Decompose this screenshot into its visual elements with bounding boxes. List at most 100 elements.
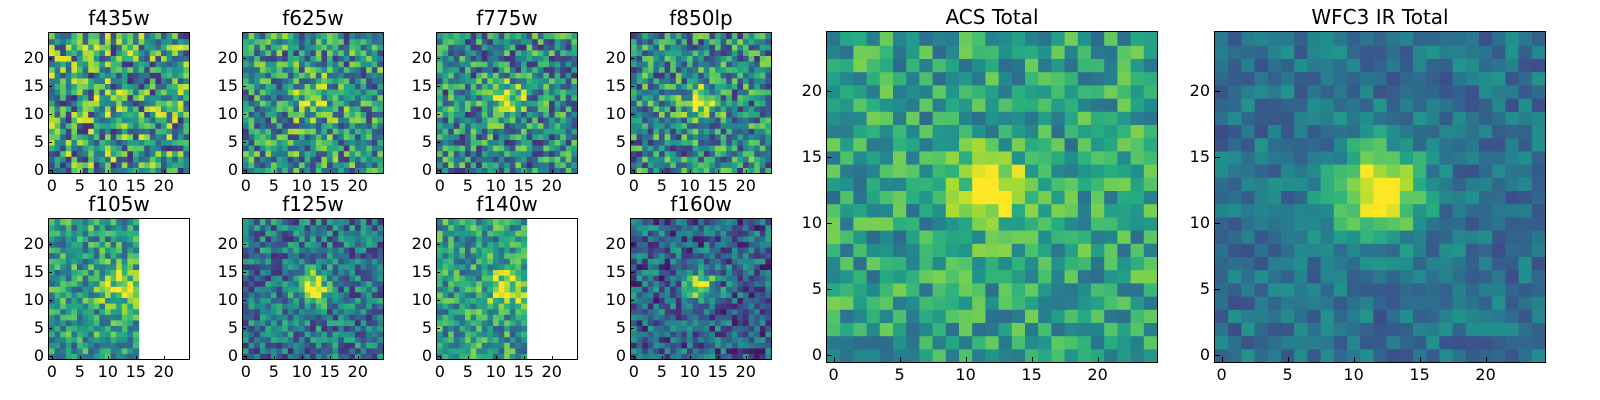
- pixel-cell: [765, 122, 771, 129]
- pixel-cell: [105, 280, 112, 287]
- pixel-cell: [349, 94, 356, 101]
- pixel-cell: [315, 247, 322, 254]
- pixel-cell: [731, 44, 738, 51]
- pixel-cell: [371, 308, 378, 315]
- pixel-cell: [144, 49, 151, 56]
- pixel-cell: [293, 347, 300, 354]
- pixel-cell: [526, 117, 533, 124]
- pixel-cell: [183, 33, 189, 40]
- pixel-cell: [371, 224, 378, 231]
- pixel-cell: [321, 156, 328, 163]
- pixel-cell: [183, 150, 189, 157]
- pixel-cell: [560, 61, 567, 68]
- pixel-cell: [321, 139, 328, 146]
- pixel-cell: [71, 230, 78, 237]
- pixel-cell: [647, 224, 654, 231]
- pixel-cell: [287, 89, 294, 96]
- pixel-cell: [1011, 348, 1026, 362]
- pixel-cell: [465, 61, 472, 68]
- pixel-cell: [1038, 322, 1052, 337]
- pixel-cell: [105, 336, 112, 343]
- pixel-cell: [470, 235, 477, 242]
- pixel-cell: [703, 269, 710, 276]
- pixel-cell: [759, 314, 766, 321]
- pixel-cell: [476, 72, 483, 79]
- pixel-cell: [121, 303, 128, 310]
- pixel-cell: [759, 224, 766, 231]
- pixel-cell: [737, 219, 744, 226]
- pixel-cell: [166, 33, 173, 40]
- pixel-cell: [526, 83, 533, 90]
- pixel-cell: [172, 133, 179, 140]
- pixel-cell: [377, 105, 383, 112]
- pixel-cell: [698, 94, 705, 101]
- pixel-cell: [554, 145, 561, 152]
- pixel-cell: [731, 342, 738, 349]
- pixel-cell: [743, 303, 750, 310]
- pixel-cell: [642, 219, 649, 226]
- pixel-cell: [93, 94, 100, 101]
- pixel-cell: [659, 66, 666, 73]
- pixel-cell: [532, 49, 539, 56]
- pixel-cell: [526, 105, 533, 112]
- pixel-cell: [437, 83, 444, 90]
- pixel-cell: [659, 89, 666, 96]
- pixel-cell: [759, 280, 766, 287]
- pixel-cell: [687, 61, 694, 68]
- pixel-cell: [259, 122, 266, 129]
- pixel-cell: [116, 303, 123, 310]
- pixel-cell: [653, 145, 660, 152]
- pixel-cell: [259, 308, 266, 315]
- pixel-cell: [82, 150, 89, 157]
- pixel-cell: [310, 150, 317, 157]
- pixel-cell: [110, 38, 117, 45]
- pixel-cell: [310, 230, 317, 237]
- pixel-cell: [493, 122, 500, 129]
- pixel-cell: [144, 77, 151, 84]
- pixel-cell: [82, 286, 89, 293]
- pixel-cell: [377, 167, 383, 173]
- pixel-cell: [442, 336, 449, 343]
- pixel-cell: [754, 258, 761, 265]
- pixel-cell: [293, 145, 300, 152]
- pixel-cell: [259, 133, 266, 140]
- pixel-cell: [470, 49, 477, 56]
- pixel-cell: [54, 258, 61, 265]
- pixel-cell: [265, 303, 272, 310]
- pixel-cell: [653, 122, 660, 129]
- pixel-cell: [437, 72, 444, 79]
- pixel-cell: [299, 331, 306, 338]
- pixel-cell: [377, 219, 383, 226]
- pixel-cell: [371, 258, 378, 265]
- pixel-cell: [54, 128, 61, 135]
- pixel-cell: [248, 122, 255, 129]
- pixel-cell: [299, 275, 306, 282]
- pixel-cell: [932, 296, 947, 310]
- pixel-cell: [259, 156, 266, 163]
- pixel-cell: [493, 286, 500, 293]
- pixel-cell: [731, 314, 738, 321]
- x-tick-mark: [523, 356, 525, 360]
- pixel-cell: [248, 252, 255, 259]
- pixel-cell: [675, 89, 682, 96]
- pixel-cell: [343, 325, 350, 332]
- pixel-cell: [54, 275, 61, 282]
- pixel-cell: [360, 280, 367, 287]
- pixel-cell: [498, 94, 505, 101]
- x-tick-label: 0: [434, 176, 445, 195]
- pixel-cell: [248, 280, 255, 287]
- pixel-cell: [493, 94, 500, 101]
- pixel-cell: [166, 49, 173, 56]
- pixel-cell: [343, 275, 350, 282]
- pixel-cell: [271, 319, 278, 326]
- pixel-cell: [338, 49, 345, 56]
- pixel-cell: [549, 66, 556, 73]
- pixel-cell: [476, 331, 483, 338]
- pixel-cell: [282, 336, 289, 343]
- pixel-cell: [481, 224, 488, 231]
- x-tick-mark: [439, 356, 441, 360]
- pixel-cell: [77, 117, 84, 124]
- pixel-cell: [765, 33, 771, 40]
- pixel-cell: [437, 111, 444, 118]
- pixel-cell: [183, 61, 189, 68]
